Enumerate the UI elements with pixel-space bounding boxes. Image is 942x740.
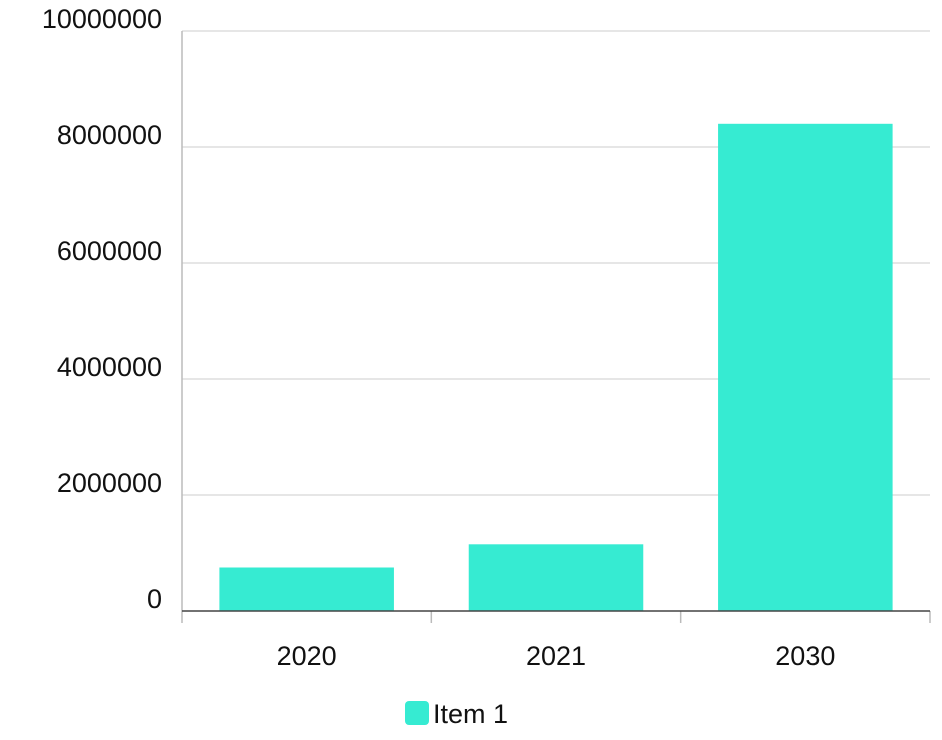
y-tick-label: 8000000 [57, 120, 162, 150]
legend-swatch[interactable] [405, 701, 429, 725]
bar-2021[interactable] [468, 544, 644, 611]
y-tick-label: 4000000 [57, 352, 162, 382]
x-tick-label: 2030 [775, 641, 835, 671]
y-tick-label: 0 [147, 584, 162, 614]
bar-layer [219, 123, 893, 612]
x-tick-label: 2021 [526, 641, 586, 671]
y-tick-label: 10000000 [42, 4, 162, 34]
bar-2030[interactable] [718, 123, 893, 612]
y-tick-label: 6000000 [57, 236, 162, 266]
bar-2020[interactable] [219, 567, 394, 612]
x-tick-label: 2020 [277, 641, 337, 671]
legend[interactable]: Item 1 [405, 699, 508, 729]
legend-label[interactable]: Item 1 [433, 699, 508, 729]
axis-layer: 0 2000000 4000000 6000000 8000000 10000000 202… [42, 4, 931, 671]
y-tick-label: 2000000 [57, 468, 162, 498]
